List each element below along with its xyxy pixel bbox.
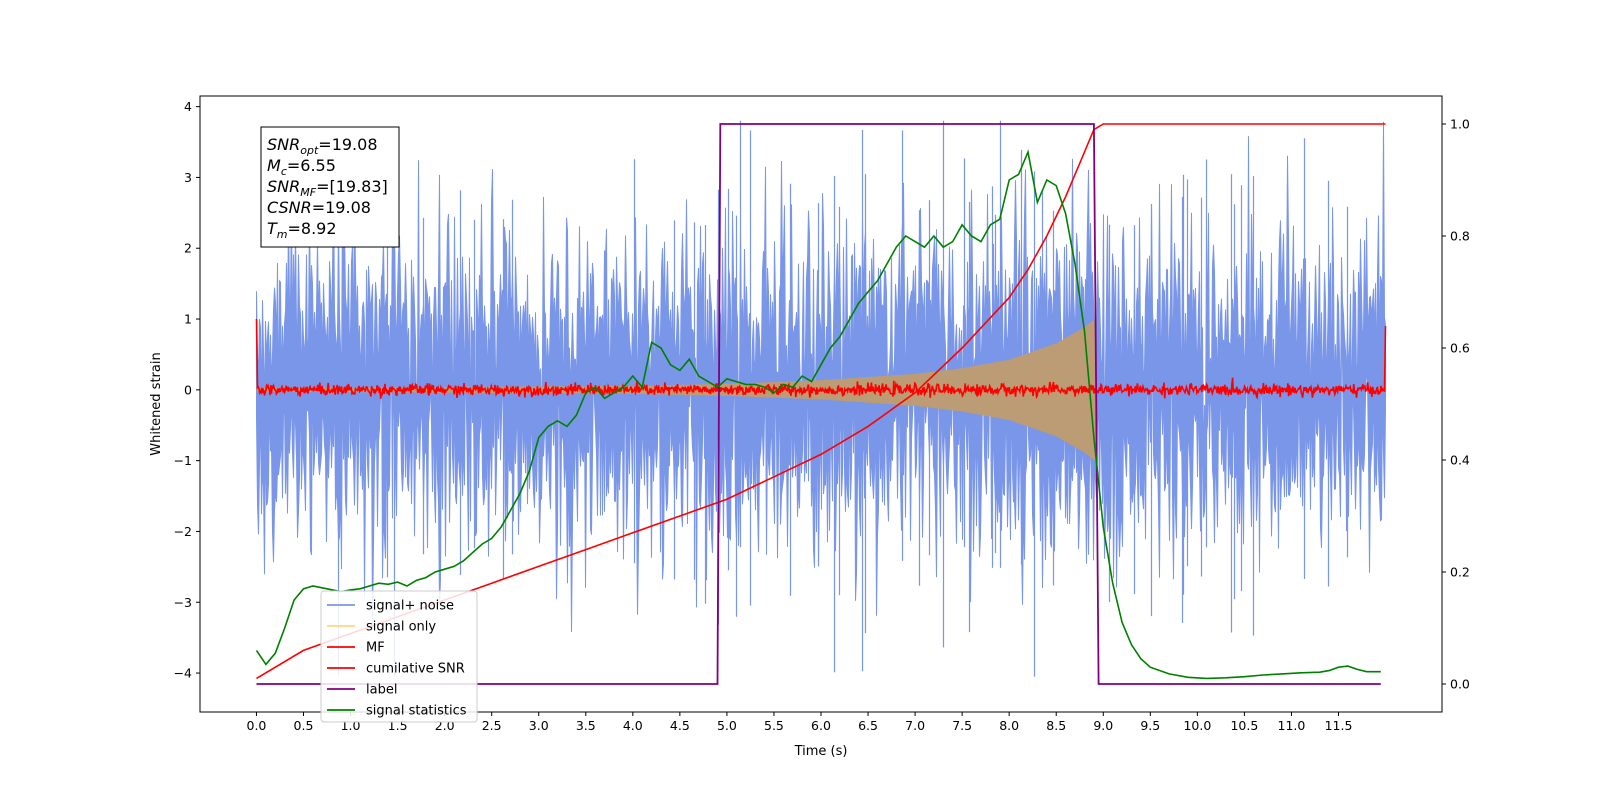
x-tick-label: 2.5 bbox=[482, 718, 502, 733]
x-tick-label: 3.5 bbox=[576, 718, 596, 733]
x-tick-label: 7.5 bbox=[952, 718, 972, 733]
annotation-value: =[19.83] bbox=[316, 177, 388, 196]
y-tick-label: −4 bbox=[174, 666, 192, 681]
y2-tick-label: 0.0 bbox=[1450, 677, 1470, 692]
x-tick-label: 8.5 bbox=[1046, 718, 1066, 733]
annotation-subscript: opt bbox=[300, 144, 319, 157]
legend-entry: signal statistics bbox=[366, 704, 467, 719]
series-mf-line bbox=[255, 318, 1387, 400]
y2-tick-label: 0.8 bbox=[1450, 229, 1470, 244]
annotation-symbol: T bbox=[267, 219, 278, 238]
y2-tick-label: 0.6 bbox=[1450, 341, 1470, 356]
annotation-subscript: MF bbox=[300, 186, 316, 199]
x-tick-label: 4.0 bbox=[623, 718, 643, 733]
x-tick-label: 9.5 bbox=[1140, 718, 1160, 733]
y-tick-label: 3 bbox=[184, 170, 192, 185]
series-signal-noise-band bbox=[256, 121, 1386, 633]
x-tick-label: 10.0 bbox=[1183, 718, 1211, 733]
annotation-value: =8.92 bbox=[288, 219, 337, 238]
annotation-symbol: M bbox=[267, 156, 281, 175]
annotation-frame bbox=[260, 126, 400, 248]
y2-tick-label: 0.4 bbox=[1450, 453, 1470, 468]
y2-axis-ticks: 0.0 0.2 0.4 0.6 0.8 1.0 bbox=[1442, 117, 1470, 692]
y2-tick-label: 1.0 bbox=[1450, 117, 1470, 132]
x-tick-label: 5.5 bbox=[764, 718, 784, 733]
annotation-line: Mc=6.55 bbox=[267, 156, 336, 178]
y-axis-ticks: −4 −3 −2 −1 0 1 2 3 4 bbox=[174, 99, 200, 681]
x-tick-label: 4.5 bbox=[670, 718, 690, 733]
annotation-line: SNRopt=19.08 bbox=[267, 135, 378, 157]
y-tick-label: 2 bbox=[184, 241, 192, 256]
legend-entry: signal only bbox=[366, 620, 436, 635]
x-tick-label: 5.0 bbox=[717, 718, 737, 733]
y-tick-label: 4 bbox=[184, 99, 192, 114]
y-axis-label: Whitened strain bbox=[149, 352, 164, 455]
annotation-symbol: SNR bbox=[267, 177, 300, 196]
legend-entry: label bbox=[366, 683, 397, 698]
x-tick-label: 6.5 bbox=[858, 718, 878, 733]
annotation-symbol: SNR bbox=[267, 135, 300, 154]
x-tick-label: 10.5 bbox=[1230, 718, 1258, 733]
y2-tick-label: 0.2 bbox=[1450, 565, 1470, 580]
x-tick-label: 7.0 bbox=[905, 718, 925, 733]
legend: signal+ noise signal only MF cumilative SNR… bbox=[320, 590, 478, 723]
x-tick-label: 9.0 bbox=[1093, 718, 1113, 733]
x-tick-label: 3.0 bbox=[529, 718, 549, 733]
annotation-value: =6.55 bbox=[287, 156, 336, 175]
annotation-subscript: c bbox=[281, 165, 287, 178]
annotation-line: CSNR=19.08 bbox=[267, 198, 371, 217]
annotation-line: Tm=8.92 bbox=[267, 219, 337, 241]
x-axis-label: Time (s) bbox=[794, 744, 848, 759]
y-tick-label: −1 bbox=[174, 453, 192, 468]
x-tick-label: 0.5 bbox=[294, 718, 314, 733]
legend-entry: cumilative SNR bbox=[366, 662, 465, 677]
y-tick-label: 1 bbox=[184, 312, 192, 327]
y-tick-label: −2 bbox=[174, 524, 192, 539]
x-tick-label: 6.0 bbox=[811, 718, 831, 733]
series-signal-statistics-line bbox=[255, 149, 1381, 680]
x-tick-label: 0.0 bbox=[247, 718, 267, 733]
annotation-line: SNRMF=[19.83] bbox=[267, 177, 388, 199]
x-tick-label: 8.0 bbox=[999, 718, 1019, 733]
annotation-symbol: CSNR bbox=[267, 198, 312, 217]
annotation-value: =19.08 bbox=[318, 135, 377, 154]
y-tick-label: 0 bbox=[184, 382, 192, 397]
x-tick-label: 11.0 bbox=[1278, 718, 1306, 733]
legend-entry: MF bbox=[366, 641, 385, 656]
legend-entry: signal+ noise bbox=[366, 599, 454, 614]
series-label-line bbox=[256, 123, 1381, 685]
y-tick-label: −3 bbox=[174, 595, 192, 610]
x-tick-label: 11.5 bbox=[1325, 718, 1353, 733]
legend-frame bbox=[320, 590, 478, 723]
annotation-subscript: m bbox=[277, 228, 288, 241]
annotation-value: =19.08 bbox=[312, 198, 371, 217]
annotation-box: SNRopt=19.08Mc=6.55SNRMF=[19.83]CSNR=19.… bbox=[260, 126, 400, 248]
